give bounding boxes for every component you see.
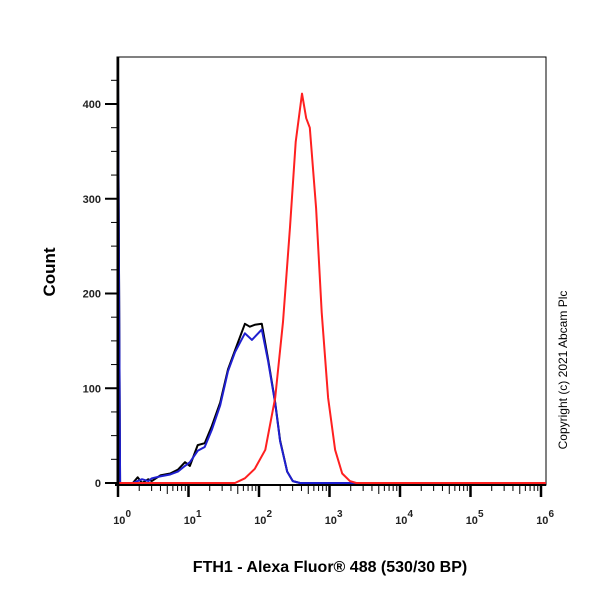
x-tick-label: 103 [325, 509, 343, 527]
x-tick-exponent: 5 [478, 509, 484, 520]
series-red-line [118, 92, 546, 484]
y-axis-title: Count [40, 247, 59, 296]
x-tick-label: 102 [254, 509, 272, 527]
x-tick-exponent: 2 [266, 509, 272, 520]
y-tick-label: 0 [95, 478, 101, 490]
x-tick-exponent: 4 [407, 509, 413, 520]
y-tick-label: 300 [83, 194, 101, 206]
x-tick-base: 10 [113, 515, 125, 527]
x-tick-base: 10 [184, 515, 196, 527]
x-tick-exponent: 6 [548, 509, 554, 520]
y-tick-label: 400 [83, 99, 101, 111]
y-tick-label: 100 [83, 383, 101, 395]
x-tick-base: 10 [325, 515, 337, 527]
y-tick-label: 200 [83, 289, 101, 301]
x-tick-label: 106 [536, 509, 554, 527]
x-tick-base: 10 [536, 515, 548, 527]
x-tick-exponent: 0 [125, 509, 131, 520]
x-tick-label: 100 [113, 509, 131, 527]
x-tick-exponent: 1 [196, 509, 202, 520]
x-tick-exponent: 3 [337, 509, 343, 520]
x-tick-base: 10 [466, 515, 478, 527]
x-axis-title: FTH1 - Alexa Fluor® 488 (530/30 BP) [193, 559, 467, 576]
x-tick-label: 105 [466, 509, 484, 527]
series-blue-line [117, 80, 546, 484]
copyright-annotation: Copyright (c) 2021 Abcam Plc [556, 291, 570, 450]
x-tick-base: 10 [395, 515, 407, 527]
x-tick-label: 104 [395, 509, 413, 527]
x-tick-base: 10 [254, 515, 266, 527]
x-tick-label: 101 [184, 509, 202, 527]
